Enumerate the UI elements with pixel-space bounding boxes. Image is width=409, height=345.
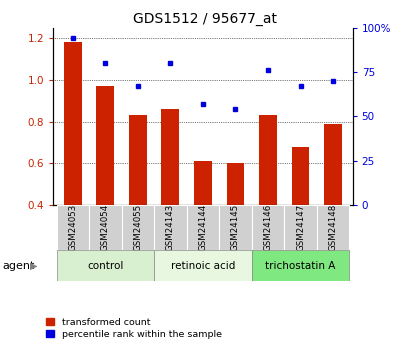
Bar <box>121 205 154 250</box>
Bar <box>154 250 251 281</box>
Bar <box>251 205 283 250</box>
Text: ▶: ▶ <box>29 261 37 270</box>
Bar <box>96 86 114 205</box>
Bar <box>291 147 309 205</box>
Text: GSM24147: GSM24147 <box>295 204 304 251</box>
Text: trichostatin A: trichostatin A <box>265 261 335 270</box>
Bar <box>219 205 251 250</box>
Text: retinoic acid: retinoic acid <box>170 261 235 270</box>
Bar <box>64 42 81 205</box>
Legend: transformed count, percentile rank within the sample: transformed count, percentile rank withi… <box>46 318 221 338</box>
Text: GSM24148: GSM24148 <box>328 204 337 251</box>
Bar <box>193 161 211 205</box>
Text: GSM24053: GSM24053 <box>68 204 77 251</box>
Text: GDS1512 / 95677_at: GDS1512 / 95677_at <box>133 12 276 26</box>
Text: agent: agent <box>2 261 34 270</box>
Text: GSM24055: GSM24055 <box>133 204 142 251</box>
Bar <box>154 205 186 250</box>
Bar <box>128 115 146 205</box>
Text: GSM24143: GSM24143 <box>166 204 175 251</box>
Bar <box>251 250 348 281</box>
Text: GSM24145: GSM24145 <box>230 204 239 251</box>
Bar <box>283 205 316 250</box>
Text: GSM24144: GSM24144 <box>198 204 207 251</box>
Bar <box>316 205 348 250</box>
Bar <box>89 205 121 250</box>
Bar <box>56 250 154 281</box>
Bar <box>258 115 276 205</box>
Bar <box>56 205 89 250</box>
Text: control: control <box>87 261 123 270</box>
Text: GSM24054: GSM24054 <box>101 204 110 251</box>
Text: GSM24146: GSM24146 <box>263 204 272 251</box>
Bar <box>186 205 219 250</box>
Bar <box>324 124 341 205</box>
Bar <box>226 164 244 205</box>
Bar <box>161 109 179 205</box>
